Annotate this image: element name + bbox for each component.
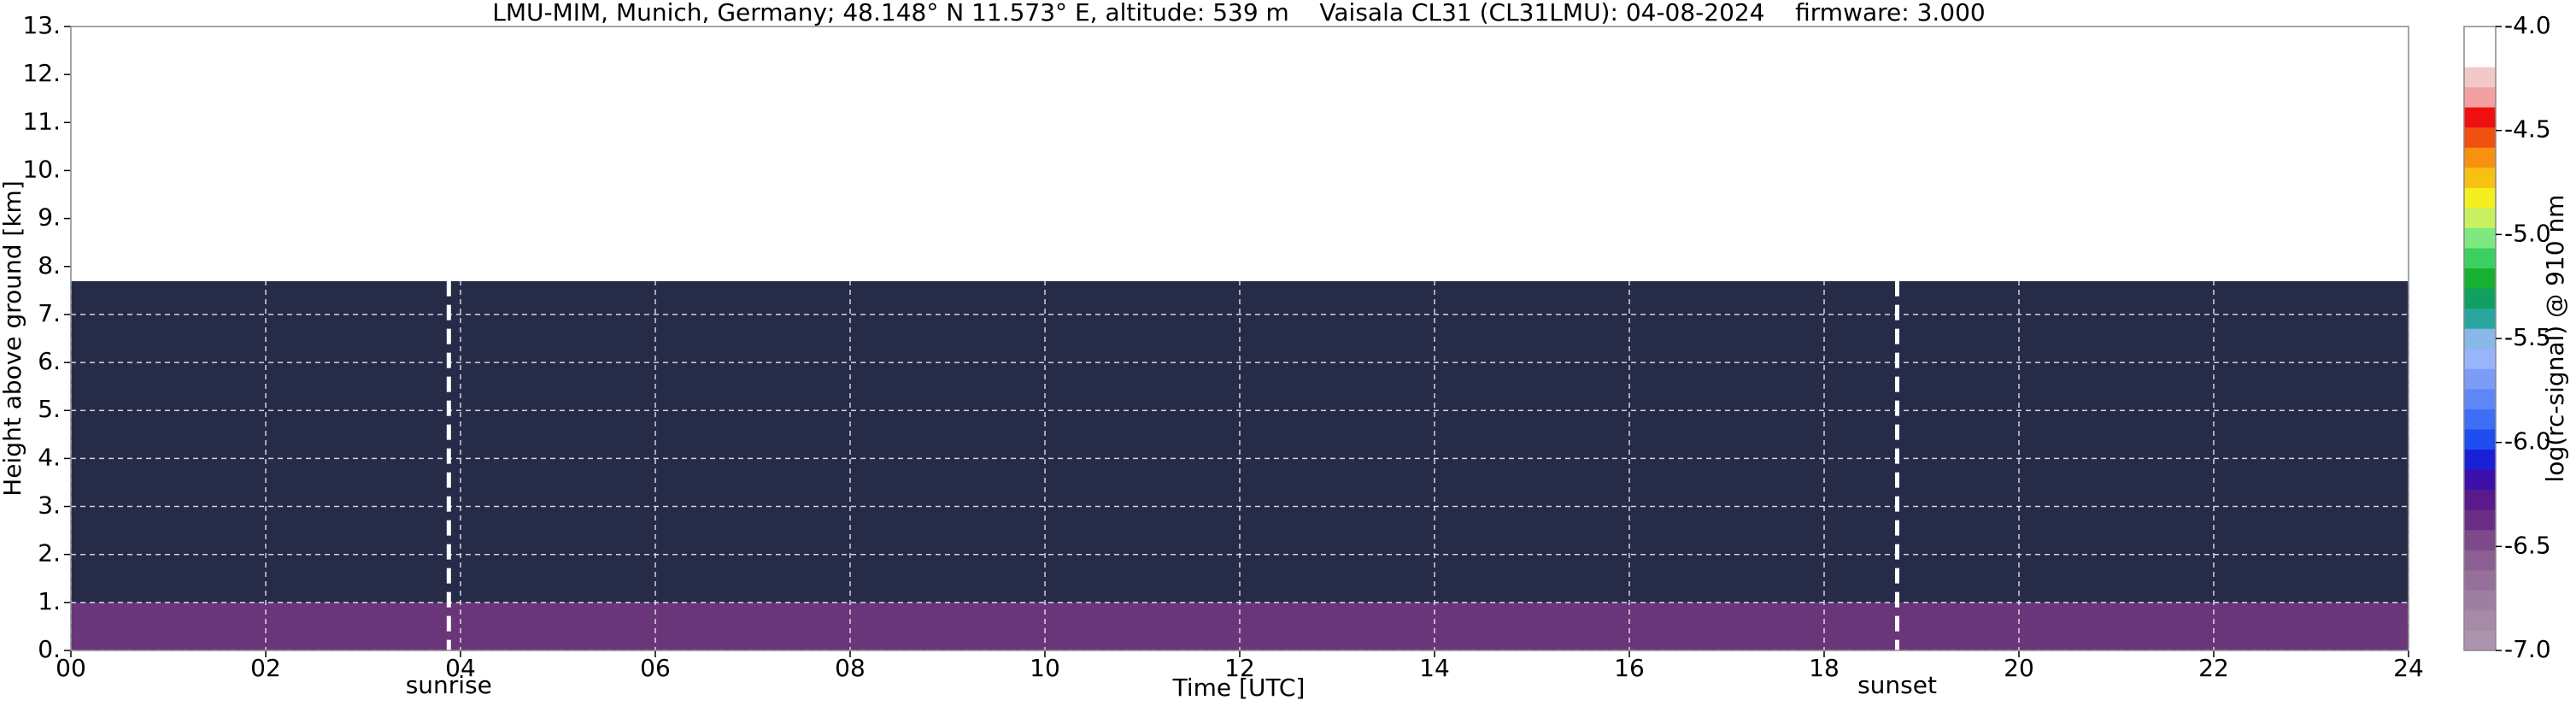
x-tick-label: 12	[1224, 654, 1255, 682]
x-tick-label: 10	[1030, 654, 1060, 682]
colorbar-tick-label: -7.0	[2504, 635, 2551, 663]
x-tick-label: 14	[1419, 654, 1450, 682]
colorbar-swatch	[2464, 67, 2496, 88]
x-tick-label: 24	[2393, 654, 2424, 682]
x-tick-label: 08	[835, 654, 866, 682]
colorbar-swatch	[2464, 227, 2496, 249]
colorbar-tick-label: -4.0	[2504, 11, 2551, 39]
x-tick-label: 18	[1809, 654, 1840, 682]
x-tick-label: 06	[640, 654, 671, 682]
colorbar-swatch	[2464, 609, 2496, 631]
colorbar-swatch	[2464, 569, 2496, 591]
colorbar-swatch	[2464, 26, 2496, 48]
colorbar-swatch	[2464, 268, 2496, 289]
y-tick-label: 7.	[38, 299, 61, 327]
annotation-label: sunset	[1857, 671, 1937, 699]
colorbar-swatch	[2464, 469, 2496, 491]
x-tick-label: 00	[56, 654, 86, 682]
colorbar-swatch	[2464, 409, 2496, 430]
y-tick-label: 11.	[22, 107, 61, 135]
y-tick-label: 8.	[38, 251, 61, 279]
colorbar-swatch	[2464, 509, 2496, 531]
y-tick-label: 2.	[38, 539, 61, 568]
x-tick-label: 02	[250, 654, 281, 682]
colorbar-swatch	[2464, 288, 2496, 309]
annotation-label: sunrise	[406, 671, 492, 699]
colorbar-swatch	[2464, 348, 2496, 369]
colorbar-tick-label: -4.5	[2504, 115, 2551, 144]
x-tick-label: 16	[1614, 654, 1645, 682]
chart-title: LMU-MIM, Munich, Germany; 48.148° N 11.5…	[492, 0, 1986, 26]
y-tick-label: 0.	[38, 635, 61, 663]
colorbar-swatch	[2464, 428, 2496, 450]
x-tick-label: 22	[2198, 654, 2229, 682]
y-tick-label: 4.	[38, 443, 61, 471]
colorbar-tick-label: -5.5	[2504, 323, 2551, 351]
signal-region	[71, 281, 2409, 650]
colorbar-tick-label: -5.0	[2504, 219, 2551, 247]
colorbar-swatch	[2464, 46, 2496, 68]
x-tick-label: 04	[445, 654, 476, 682]
colorbar-swatch	[2464, 590, 2496, 611]
colorbar-swatch	[2464, 126, 2496, 148]
colorbar-swatch	[2464, 529, 2496, 550]
x-axis-label: Time [UTC]	[1172, 674, 1306, 702]
colorbar-tick-label: -6.5	[2504, 531, 2551, 559]
colorbar-swatch	[2464, 187, 2496, 209]
y-tick-label: 9.	[38, 203, 61, 232]
y-tick-label: 13.	[22, 11, 61, 39]
colorbar-swatch	[2464, 630, 2496, 651]
colorbar-swatch	[2464, 207, 2496, 228]
y-tick-label: 1.	[38, 587, 61, 615]
colorbar-swatch	[2464, 248, 2496, 269]
colorbar-swatch	[2464, 328, 2496, 350]
colorbar-swatch	[2464, 388, 2496, 409]
y-tick-label: 5.	[38, 395, 61, 423]
colorbar-swatch	[2464, 368, 2496, 390]
colorbar-tick-label: -6.0	[2504, 427, 2551, 456]
colorbar-swatch	[2464, 167, 2496, 188]
y-axis-label: Height above ground [km]	[0, 180, 26, 497]
colorbar-swatch	[2464, 107, 2496, 128]
colorbar-swatch	[2464, 86, 2496, 108]
plot-frame	[70, 26, 2409, 651]
y-tick-label: 3.	[38, 491, 61, 520]
y-tick-label: 10.	[22, 155, 61, 183]
colorbar-swatch	[2464, 308, 2496, 329]
colorbar-swatch	[2464, 449, 2496, 470]
colorbar-swatch	[2464, 147, 2496, 168]
y-tick-label: 12.	[22, 59, 61, 87]
colorbar-label: log(rc-signal) @ 910 nm	[2541, 195, 2569, 483]
y-tick-label: 6.	[38, 347, 61, 375]
colorbar-swatch	[2464, 489, 2496, 510]
colorbar-swatch	[2464, 550, 2496, 571]
x-tick-label: 20	[2004, 654, 2034, 682]
